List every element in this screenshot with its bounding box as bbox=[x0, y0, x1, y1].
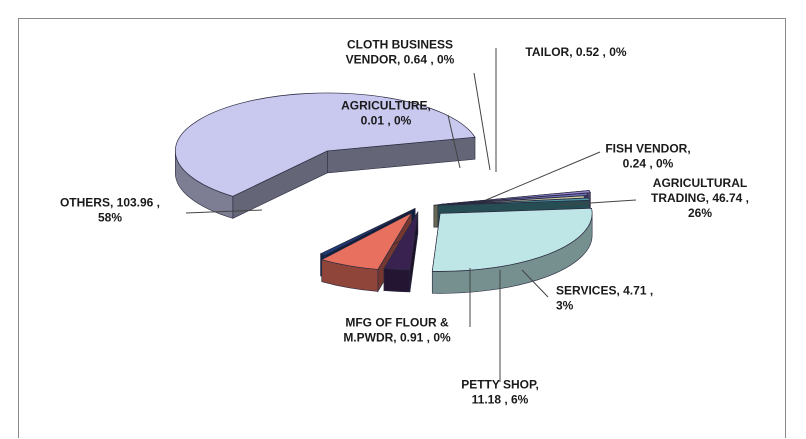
pie-slice bbox=[437, 192, 589, 206]
data-label-line: 26% bbox=[688, 206, 712, 220]
data-label-line: 3% bbox=[556, 299, 574, 313]
data-label-line: VENDOR, 0.64 , 0% bbox=[346, 53, 455, 67]
leader-line bbox=[559, 199, 637, 206]
data-label-line: 0.01 , 0% bbox=[361, 114, 412, 128]
data-label-line: CLOTH BUSINESS bbox=[347, 38, 453, 52]
data-label-line: AGRICULTURE, bbox=[341, 99, 431, 113]
pie-slice bbox=[175, 92, 476, 197]
data-label-line: TRADING, 46.74 , bbox=[651, 191, 749, 205]
data-label-line: SERVICES, 4.71 , bbox=[556, 284, 653, 298]
pie-slice bbox=[441, 190, 591, 205]
slice-labels: AGRICULTURAL TRADING, 46.74 , 26% SERVICES,… bbox=[60, 38, 749, 407]
pie-slice bbox=[437, 197, 590, 206]
data-label-line: TAILOR, 0.52 , 0% bbox=[525, 45, 626, 59]
data-label: SERVICES, 4.71 , 3% bbox=[556, 284, 653, 313]
leader-line bbox=[447, 114, 461, 169]
data-label-line: M.PWDR, 0.91 , 0% bbox=[343, 331, 451, 345]
data-label: OTHERS, 103.96 , 58% bbox=[60, 196, 160, 225]
data-label-line: MFG OF FLOUR & bbox=[345, 316, 449, 330]
leader-line bbox=[521, 269, 549, 298]
data-label-line: 11.18 , 6% bbox=[472, 393, 529, 407]
data-label: AGRICULTURE, 0.01 , 0% bbox=[341, 99, 431, 128]
data-label: TAILOR, 0.52 , 0% bbox=[525, 45, 626, 59]
data-label-line: FISH VENDOR, bbox=[605, 142, 690, 156]
pie-slice bbox=[431, 207, 593, 272]
pie-slice bbox=[320, 212, 413, 270]
data-label: AGRICULTURAL TRADING, 46.74 , 26% bbox=[651, 176, 749, 220]
data-label-line: PETTY SHOP, bbox=[461, 378, 539, 392]
data-label: MFG OF FLOUR & M.PWDR, 0.91 , 0% bbox=[343, 316, 451, 345]
data-label-line: 58% bbox=[98, 211, 122, 225]
data-label-line: OTHERS, 103.96 , bbox=[60, 196, 160, 210]
leader-lines bbox=[185, 48, 637, 382]
pie-slice bbox=[383, 211, 419, 271]
pie-slice bbox=[319, 208, 416, 256]
data-label-line: AGRICULTURAL bbox=[653, 176, 747, 190]
slice-top-layer bbox=[175, 92, 593, 272]
slice-outer-wall bbox=[383, 268, 411, 293]
data-label-line: 0.24 , 0% bbox=[623, 157, 674, 171]
data-label: PETTY SHOP, 11.18 , 6% bbox=[461, 378, 539, 407]
data-label: FISH VENDOR, 0.24 , 0% bbox=[605, 142, 690, 171]
leader-line bbox=[185, 209, 263, 214]
leader-line bbox=[473, 72, 491, 171]
leader-line bbox=[485, 151, 601, 201]
chart-frame bbox=[18, 18, 786, 438]
data-label: CLOTH BUSINESS VENDOR, 0.64 , 0% bbox=[346, 38, 455, 67]
